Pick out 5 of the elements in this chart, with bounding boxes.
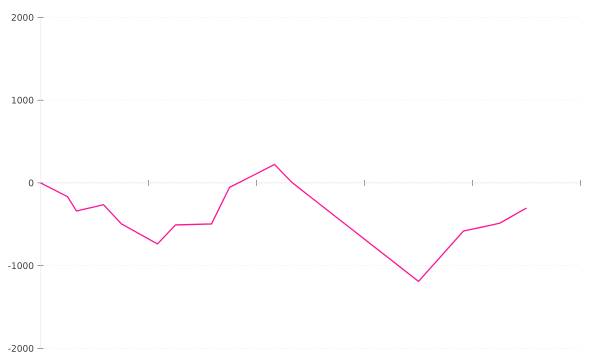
y-tick-label: 0 <box>28 180 34 186</box>
y-tick-label: 2000 <box>12 14 34 21</box>
y-tick-label: -2000 <box>8 345 34 352</box>
y-tick-label: -1000 <box>8 262 34 270</box>
y-tick-label: 1000 <box>12 96 34 104</box>
